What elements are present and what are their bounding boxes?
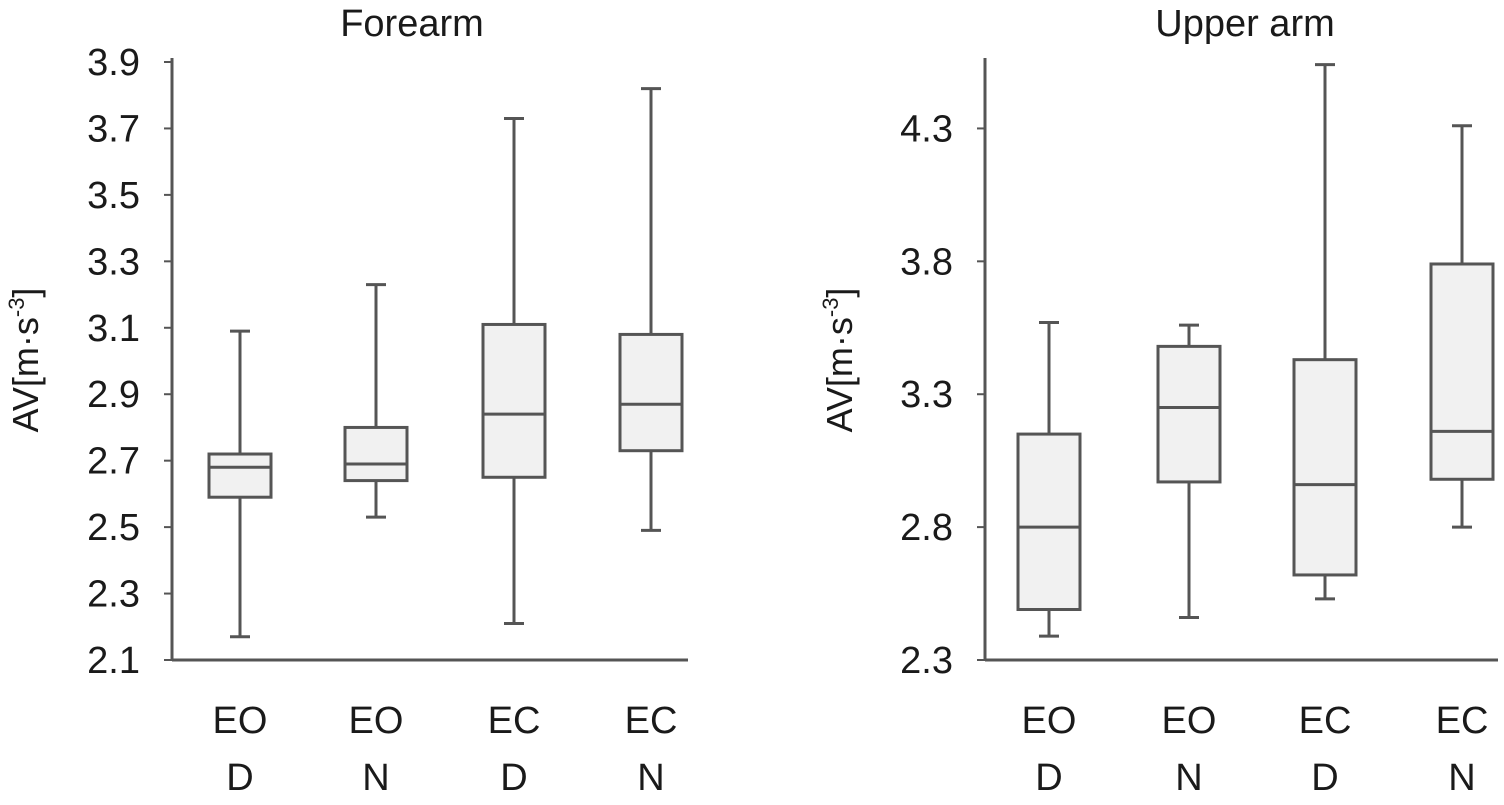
forearm-y-tick-label: 3.9 xyxy=(87,42,140,84)
forearm-y-tick-label: 2.5 xyxy=(87,507,140,549)
iqr-box xyxy=(1016,432,1082,612)
forearm-y-tick-label: 3.5 xyxy=(87,175,140,217)
iqr-box xyxy=(1156,344,1222,484)
iqr-box xyxy=(1429,262,1495,481)
forearm-y-tick-label: 3.1 xyxy=(87,308,140,350)
upperarm-y-axis-label-main: AV[m·s xyxy=(819,317,860,432)
forearm-box-1 xyxy=(207,329,273,639)
forearm-chart: Forearm AV[m·s-3] 2.1 2.3 2.5 2.7 2.9 3.1 3.3 3.5… xyxy=(4,3,688,799)
upperarm-y-tick-label: 3.3 xyxy=(900,374,953,416)
forearm-y-tick-label: 2.1 xyxy=(87,640,140,682)
forearm-y-axis-label: AV[m·s-3] xyxy=(4,288,46,433)
forearm-box-2 xyxy=(343,283,409,519)
forearm-y-tick-label: 3.7 xyxy=(87,108,140,150)
upperarm-box-4 xyxy=(1429,124,1495,529)
iqr-box xyxy=(481,322,547,479)
upperarm-y-axis-label-sup: -3 xyxy=(818,298,843,318)
forearm-title: Forearm xyxy=(340,3,484,45)
upperarm-y-tick-label: 3.8 xyxy=(900,241,953,283)
upperarm-chart: Upper armAV[m·s-3]2.32.83.33.84.3EODEONE… xyxy=(818,3,1498,799)
upperarm-category-label-line2: D xyxy=(1311,757,1338,799)
upperarm-box-1 xyxy=(1016,320,1082,638)
forearm-category-label-line2: D xyxy=(226,757,253,799)
upperarm-category-label-line2: N xyxy=(1448,757,1475,799)
forearm-category-label-line1: EC xyxy=(625,700,678,742)
upperarm-title: Upper arm xyxy=(1155,3,1335,45)
forearm-category-label-line1: EO xyxy=(349,700,404,742)
upperarm-y-tick-label: 2.8 xyxy=(900,507,953,549)
upperarm-y-axis-label: AV[m·s-3] xyxy=(818,288,860,433)
forearm-y-axis-label-sup: -3 xyxy=(4,298,29,318)
upperarm-y-tick-label: 4.3 xyxy=(900,108,953,150)
iqr-box xyxy=(343,425,409,483)
upperarm-category-label-line2: D xyxy=(1035,757,1062,799)
forearm-category-label-line2: N xyxy=(362,757,389,799)
forearm-category-label-line1: EO xyxy=(213,700,268,742)
forearm-category-label-line1: EC xyxy=(488,700,541,742)
iqr-box xyxy=(207,452,273,499)
upperarm-category-label-line1: EC xyxy=(1299,700,1352,742)
forearm-box-4 xyxy=(618,87,684,532)
forearm-box-3 xyxy=(481,116,547,625)
forearm-y-tick-label: 2.9 xyxy=(87,374,140,416)
upperarm-y-tick-label: 2.3 xyxy=(900,640,953,682)
upperarm-category-label-line2: N xyxy=(1175,757,1202,799)
iqr-box xyxy=(1292,358,1358,577)
forearm-y-tick-label: 2.3 xyxy=(87,574,140,616)
upperarm-category-label-line1: EC xyxy=(1436,700,1489,742)
forearm-y-axis-label-main: AV[m·s xyxy=(5,317,46,432)
forearm-y-tick-label: 2.7 xyxy=(87,441,140,483)
forearm-category-label-line2: N xyxy=(637,757,664,799)
iqr-box xyxy=(618,332,684,453)
upperarm-category-label-line1: EO xyxy=(1162,700,1217,742)
upperarm-y-axis-label-close: ] xyxy=(819,288,860,298)
upperarm-category-label-line1: EO xyxy=(1022,700,1077,742)
upperarm-box-3 xyxy=(1292,63,1358,601)
upperarm-box-2 xyxy=(1156,323,1222,619)
forearm-y-axis-label-close: ] xyxy=(5,288,46,298)
forearm-category-label-line2: D xyxy=(500,757,527,799)
forearm-y-tick-label: 3.3 xyxy=(87,241,140,283)
